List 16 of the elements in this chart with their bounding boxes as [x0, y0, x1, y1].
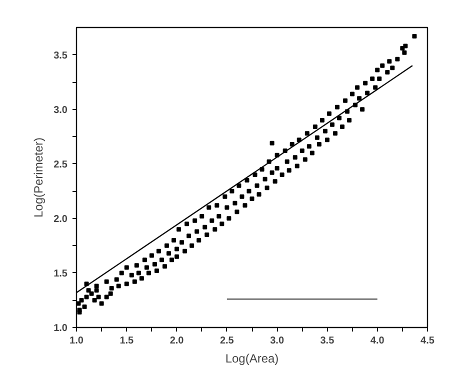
x-tick-label: 4.5 [420, 336, 435, 346]
x-tick-label: 3.0 [270, 336, 284, 346]
y-tick-label: 2.0 [54, 214, 68, 225]
y-tick-label: 3.5 [54, 50, 68, 62]
x-axis-title: Log(Area) [225, 352, 279, 366]
x-tick-label: 2.0 [170, 336, 184, 346]
x-tick-label: 1.5 [120, 336, 134, 346]
y-tick-label: 2.5 [54, 159, 68, 170]
y-tick-label: 3.0 [54, 104, 68, 116]
x-tick-label: 4.0 [370, 336, 385, 346]
y-tick-label: 1.0 [54, 323, 68, 334]
y-tick-label: 1.5 [54, 268, 68, 280]
x-tick-label: 1.0 [70, 336, 84, 346]
x-tick-label: 2.5 [220, 336, 234, 346]
y-axis-title: Log(Perimeter) [32, 137, 46, 218]
x-tick-label: 3.5 [320, 336, 335, 346]
